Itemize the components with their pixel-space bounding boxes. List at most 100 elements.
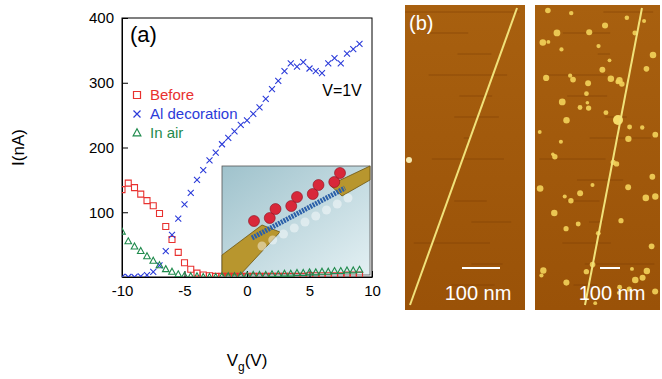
afm-particle (652, 193, 658, 199)
afm-particle (552, 154, 557, 159)
data-point (144, 253, 151, 259)
data-point (137, 248, 144, 254)
data-point (269, 271, 276, 277)
x-tick-label: -10 (112, 282, 134, 299)
x-axis: -10-50510 (112, 271, 381, 299)
data-point (232, 128, 238, 134)
inset-particle (292, 192, 303, 203)
afm-particle (578, 105, 583, 110)
inset-nanotube (252, 188, 345, 238)
inset-particle (335, 168, 346, 179)
scale-bar (600, 267, 620, 269)
inset-particle-shadow (311, 212, 320, 221)
inset-particle (313, 180, 324, 191)
series-2 (122, 228, 363, 277)
inset-particle-shadow (279, 230, 288, 239)
data-point (157, 262, 163, 268)
afm-background (535, 5, 660, 310)
legend-label: Before (150, 86, 194, 103)
afm-particle (625, 184, 631, 190)
data-point (282, 68, 288, 74)
figure: -10-50510100200300400Vg(V)I(nA)(a)V=1VBe… (0, 0, 662, 379)
afm-particle (649, 174, 655, 180)
data-point (125, 180, 131, 186)
data-point (225, 273, 231, 277)
data-point (157, 211, 163, 217)
afm-image (535, 5, 660, 310)
data-point (169, 232, 175, 238)
inset-particle (249, 216, 260, 227)
afm-particle (559, 99, 566, 106)
data-point (313, 68, 319, 74)
data-point (281, 270, 288, 276)
data-point (138, 191, 144, 197)
y-axis-title: I(nA) (9, 129, 28, 166)
data-point (162, 266, 169, 272)
data-point (262, 271, 269, 277)
inset-particle-shadow (290, 224, 299, 233)
afm-particle (586, 29, 592, 35)
series-0 (122, 180, 363, 277)
afm-particle (618, 218, 623, 223)
plot-frame (122, 18, 372, 277)
afm-nanotube (585, 8, 642, 305)
inset-particle-shadow (268, 236, 277, 245)
data-point (294, 270, 301, 276)
x-tick-label: 0 (243, 282, 251, 299)
inset-electrode (222, 225, 280, 275)
data-point (325, 273, 331, 277)
scale-bar-label: 100 nm (445, 282, 512, 304)
afm-scanline (546, 75, 607, 76)
afm-particle (625, 136, 631, 142)
afm-particle (616, 77, 622, 83)
data-point (319, 70, 325, 76)
legend-label: Al decoration (150, 105, 238, 122)
afm-particle (545, 8, 551, 14)
data-point (257, 104, 263, 110)
afm-particle (644, 268, 650, 274)
afm-particle (596, 44, 600, 48)
y-tick-label: 100 (89, 204, 114, 221)
data-point (219, 273, 226, 277)
afm-particle (563, 195, 567, 199)
afm-particle (590, 183, 594, 187)
afm-image (405, 5, 525, 310)
afm-particle (649, 243, 655, 249)
data-point (182, 201, 188, 207)
data-point (288, 60, 294, 66)
data-point (307, 66, 313, 72)
scale-bar (462, 267, 500, 269)
x-tick-label: 10 (364, 282, 381, 299)
afm-particle (540, 39, 547, 46)
afm-particle (603, 110, 608, 115)
afm-particle (559, 47, 563, 51)
data-point (182, 260, 188, 266)
data-point (122, 187, 125, 193)
afm-scanline (454, 117, 499, 118)
data-point (122, 228, 125, 234)
data-point (294, 64, 300, 70)
data-point (125, 274, 131, 277)
data-point (269, 86, 275, 92)
afm-particle (568, 198, 573, 203)
data-point (300, 59, 306, 65)
data-point (325, 60, 331, 66)
data-point (244, 117, 250, 123)
data-point (219, 273, 225, 277)
data-point (122, 274, 125, 277)
y-tick (122, 212, 128, 213)
data-point (232, 273, 238, 277)
legend-label: In air (150, 124, 183, 141)
afm-scanline (414, 243, 490, 244)
data-point (150, 269, 156, 275)
panel-label: (b) (409, 12, 433, 34)
data-point (225, 135, 231, 141)
data-point (212, 273, 219, 277)
data-point (332, 55, 338, 61)
data-point (194, 273, 201, 277)
x-tick (372, 271, 373, 277)
legend: Before Al decoration In air (133, 86, 237, 141)
data-point (206, 273, 213, 277)
inset-particle-shadow (258, 242, 267, 251)
panel-label: (a) (130, 22, 157, 47)
